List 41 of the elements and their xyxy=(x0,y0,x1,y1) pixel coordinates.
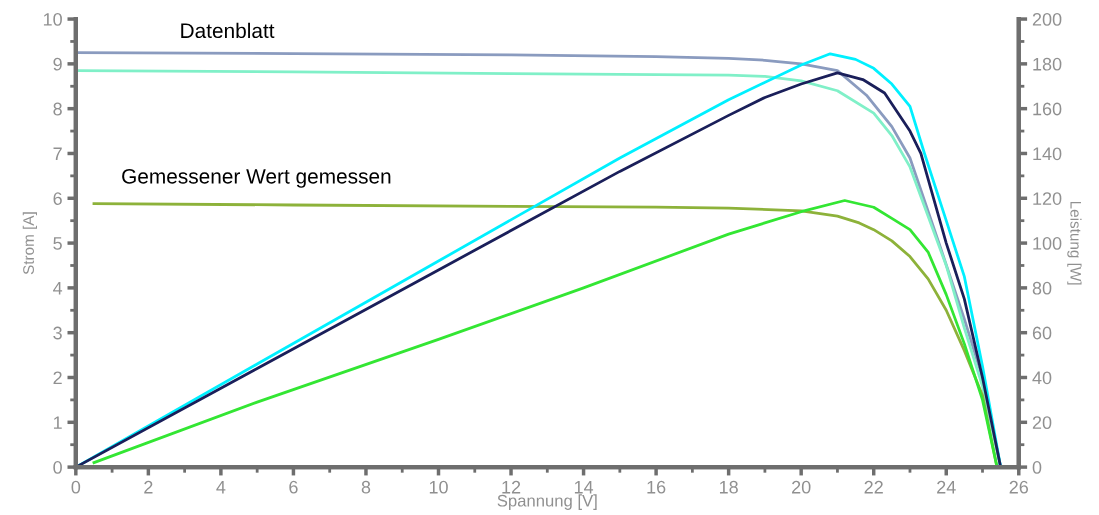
y-tick-label: 2 xyxy=(53,371,62,385)
y2-tick-label: 0 xyxy=(1032,461,1042,474)
x-tick-label: 6 xyxy=(289,480,298,494)
y2-tick-label: 60 xyxy=(1032,326,1052,340)
y2-tick-label: 20 xyxy=(1032,416,1052,430)
y-axis-title: Strom [A] xyxy=(22,212,37,275)
y-tick-label: 10 xyxy=(43,12,62,26)
y2-tick-label: 180 xyxy=(1033,57,1062,71)
x-axis-title: Spannung [V] xyxy=(497,494,597,510)
y-tick-label: 1 xyxy=(53,416,62,429)
x-tick-label: 26 xyxy=(1009,480,1029,494)
y-tick-label: 4 xyxy=(53,282,63,295)
y-tick-label: 3 xyxy=(53,326,62,340)
y2-tick-label: 200 xyxy=(1032,12,1062,26)
x-tick-label: 20 xyxy=(792,480,811,494)
y-tick-label: 9 xyxy=(53,57,62,71)
y2-tick-label: 160 xyxy=(1033,102,1062,116)
x-tick-label: 2 xyxy=(144,480,153,494)
annotation: Datenblatt xyxy=(181,22,275,39)
x-tick-label: 4 xyxy=(216,480,226,494)
x-tick-label: 0 xyxy=(71,480,81,494)
y2-tick-label: 40 xyxy=(1032,371,1052,385)
y2-tick-label: 120 xyxy=(1033,192,1062,205)
x-tick-label: 18 xyxy=(719,480,738,494)
y2-tick-label: 80 xyxy=(1032,281,1052,295)
x-tick-label: 16 xyxy=(647,480,666,494)
y-tick-label: 0 xyxy=(53,461,62,474)
x-tick-label: 24 xyxy=(937,480,956,494)
y2-axis-title: Leistung [W] xyxy=(1067,201,1082,285)
y-tick-label: 5 xyxy=(53,237,62,250)
x-tick-label: 10 xyxy=(429,480,448,494)
y-tick-label: 8 xyxy=(53,102,62,116)
x-tick-label: 14 xyxy=(574,480,594,494)
x-tick-label: 8 xyxy=(361,480,371,494)
x-tick-label: 12 xyxy=(502,480,521,494)
y-tick-label: 6 xyxy=(53,192,62,205)
y2-tick-label: 140 xyxy=(1033,147,1062,161)
x-tick-label: 22 xyxy=(864,480,883,494)
annotation: Gemessener Wert gemessen xyxy=(122,168,391,188)
y2-tick-label: 100 xyxy=(1033,237,1062,250)
y-tick-label: 7 xyxy=(53,147,62,161)
